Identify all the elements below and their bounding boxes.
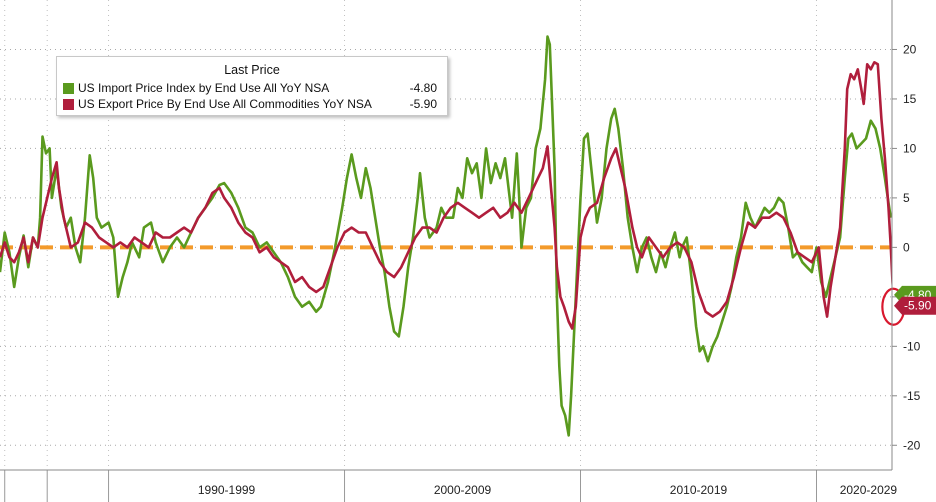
export-last-value-tag: -5.90 bbox=[894, 296, 936, 315]
value-tag-label: -5.90 bbox=[904, 299, 932, 313]
legend-swatch-import bbox=[63, 82, 74, 94]
legend-title: Last Price bbox=[224, 63, 280, 77]
y-tick-label: 10 bbox=[903, 141, 917, 155]
x-period-label: 2020-2029 bbox=[840, 483, 898, 497]
x-period-label: 1990-1999 bbox=[198, 483, 256, 497]
legend-label-import: US Import Price Index by End Use All YoY… bbox=[78, 81, 330, 95]
x-period-label: 2010-2019 bbox=[670, 483, 728, 497]
y-tick-label: 0 bbox=[903, 240, 910, 254]
legend-swatch-export bbox=[63, 98, 74, 110]
y-tick-label: 5 bbox=[903, 191, 910, 205]
import-price-line bbox=[0, 35, 892, 437]
legend-entry-import: US Import Price Index by End Use All YoY… bbox=[63, 80, 437, 96]
value-tag-shape bbox=[894, 296, 936, 315]
x-period-label: 2000-2009 bbox=[434, 483, 492, 497]
y-tick-label: -20 bbox=[903, 438, 921, 452]
legend-label-export: US Export Price By End Use All Commoditi… bbox=[78, 97, 372, 111]
legend: Last Price US Import Price Index by End … bbox=[56, 56, 448, 116]
legend-value-export: -5.90 bbox=[409, 97, 437, 111]
export-price-line bbox=[0, 60, 892, 330]
last-value-tags: -4.80-5.90 bbox=[894, 285, 936, 315]
y-tick-label: -10 bbox=[903, 339, 921, 353]
legend-value-import: -4.80 bbox=[409, 81, 437, 95]
x-axis-period-labels: 1990-1999 2000-2009 2010-2019 2020-2029 bbox=[198, 483, 898, 497]
y-tick-label: 20 bbox=[903, 42, 917, 56]
legend-entry-export: US Export Price By End Use All Commoditi… bbox=[63, 96, 437, 112]
y-tick-label: 15 bbox=[903, 92, 917, 106]
y-tick-label: -15 bbox=[903, 389, 921, 403]
